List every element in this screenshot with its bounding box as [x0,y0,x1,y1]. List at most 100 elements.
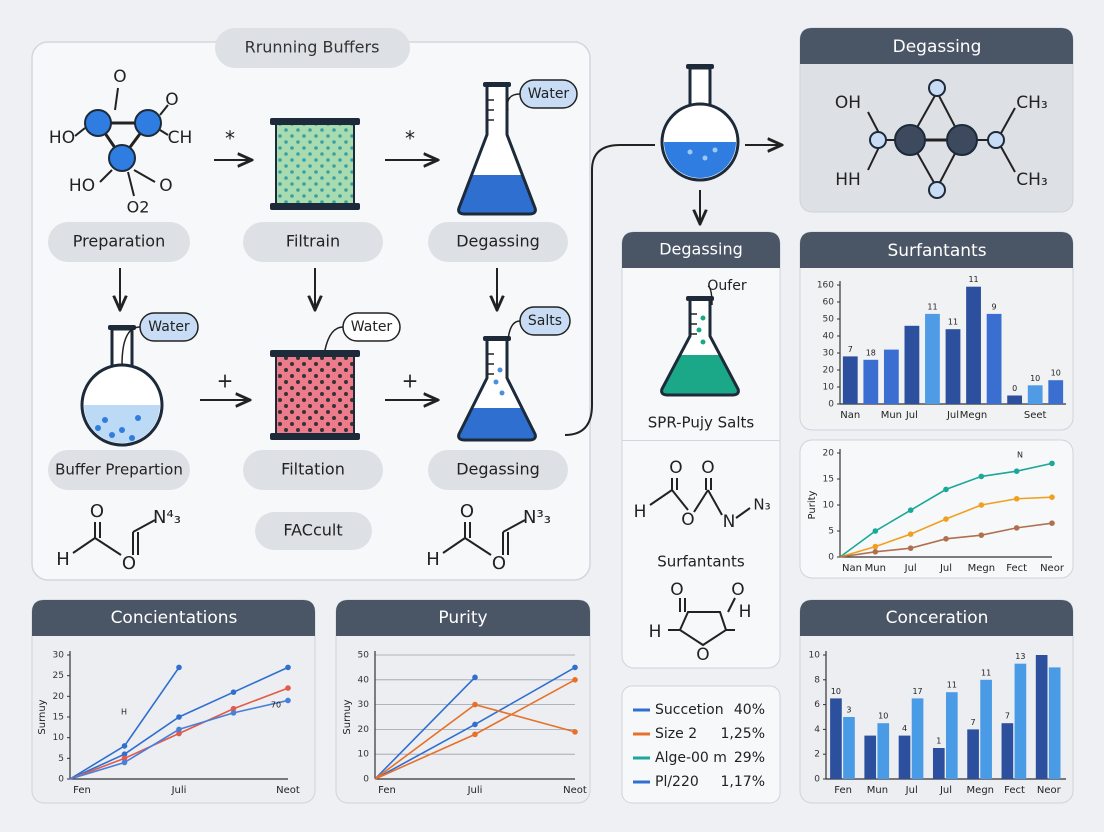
data-point [1013,468,1020,475]
y-tick-label: 0 [363,775,369,785]
chart-title: Purity [438,608,487,628]
callout-leader [707,285,713,306]
callout-box [519,79,578,109]
atom-label: HH [835,170,861,190]
flask-outline [457,340,537,442]
atom-label: O [159,176,172,196]
bond [132,519,156,533]
flask-outline [660,300,740,397]
callout-label: Water [148,319,190,335]
flask-lip [686,296,714,301]
x-tick-label: Mun [881,410,902,421]
y-tick-label: 0 [828,553,834,563]
bubble [129,435,135,441]
y-tick-label: 10 [358,750,370,760]
callout-box [519,306,571,336]
bubble [119,427,125,433]
y-tick-label: 10 [823,501,835,511]
flask-liquid [458,408,536,440]
bond [502,519,526,533]
y-tick-label: 50 [823,315,835,325]
flask-neck [688,66,712,110]
panel-header [800,28,1073,64]
data-point [285,664,291,671]
bar [1001,723,1014,779]
y-tick-label: 50 [358,651,370,661]
bond [74,127,86,137]
annotation: 10 [831,687,841,696]
bond [159,104,169,116]
data-point [176,726,182,733]
data-point [572,729,578,735]
operator: + [217,369,234,393]
x-tick-label: Fen [378,785,396,796]
y-tick-label: 0 [814,775,820,785]
callout-label: Salts [528,313,562,329]
data-point [285,697,291,704]
bar [945,329,961,404]
bond [94,537,122,556]
annotation: 7 [1005,712,1010,721]
data-point [121,743,128,749]
atom [869,131,887,149]
data-point [978,502,985,508]
x-tick-label: Megn [960,410,987,421]
x-tick-label: Jul [905,785,918,796]
atom [928,181,946,199]
bond [735,507,751,519]
data-point [121,751,128,757]
bond [72,537,96,554]
data-point [230,705,237,712]
bar [1048,667,1061,779]
bond [159,129,169,136]
filter-cap [270,433,360,440]
bar [904,325,920,404]
y-tick-label: 15 [823,475,834,485]
bar [863,359,879,404]
flask-liquid [664,142,736,178]
y-tick-label: 5 [58,754,64,764]
y-axis-label: Surnuy [342,699,353,734]
bubble [712,147,718,153]
panel [799,439,1074,579]
callout-label: Water [528,86,570,102]
bar [1027,385,1043,404]
y-tick-label: 6 [814,700,820,710]
bond [133,169,156,183]
data-point [907,507,914,513]
header-pill [215,28,410,68]
bond [999,144,1016,173]
atom-label: O [122,553,136,574]
operator: * [405,127,415,151]
panel-header [32,600,315,636]
atom [134,109,162,137]
x-tick-label: Fect [1004,785,1025,796]
data-point [572,677,578,683]
data-point [472,701,478,708]
atom [84,109,112,137]
bar [898,735,911,779]
callout-label: Oufer [707,278,746,294]
chart-title: Concientations [111,608,238,628]
bar [864,735,877,779]
callout-leader [506,93,521,111]
bar [911,698,924,779]
atom-label: OH [835,93,861,113]
atom [987,131,1005,149]
data-point [872,549,879,555]
step-label: Preparation [73,232,165,251]
atom [108,144,136,172]
legend-table [621,685,781,804]
callout-leader [324,326,344,351]
data-point [1049,460,1055,467]
annotation: 7 [848,345,853,354]
x-tick-label: Neot [563,785,587,796]
annotation: 11 [968,275,978,284]
flask-lip [483,336,511,341]
header-title: Rrunning Buffers [245,38,380,57]
annotation: 1 [936,737,941,746]
y-tick-label: 10 [823,383,835,393]
annotation: 10 [1051,369,1061,378]
step-pill [428,450,568,490]
annotation: 9 [992,302,997,311]
